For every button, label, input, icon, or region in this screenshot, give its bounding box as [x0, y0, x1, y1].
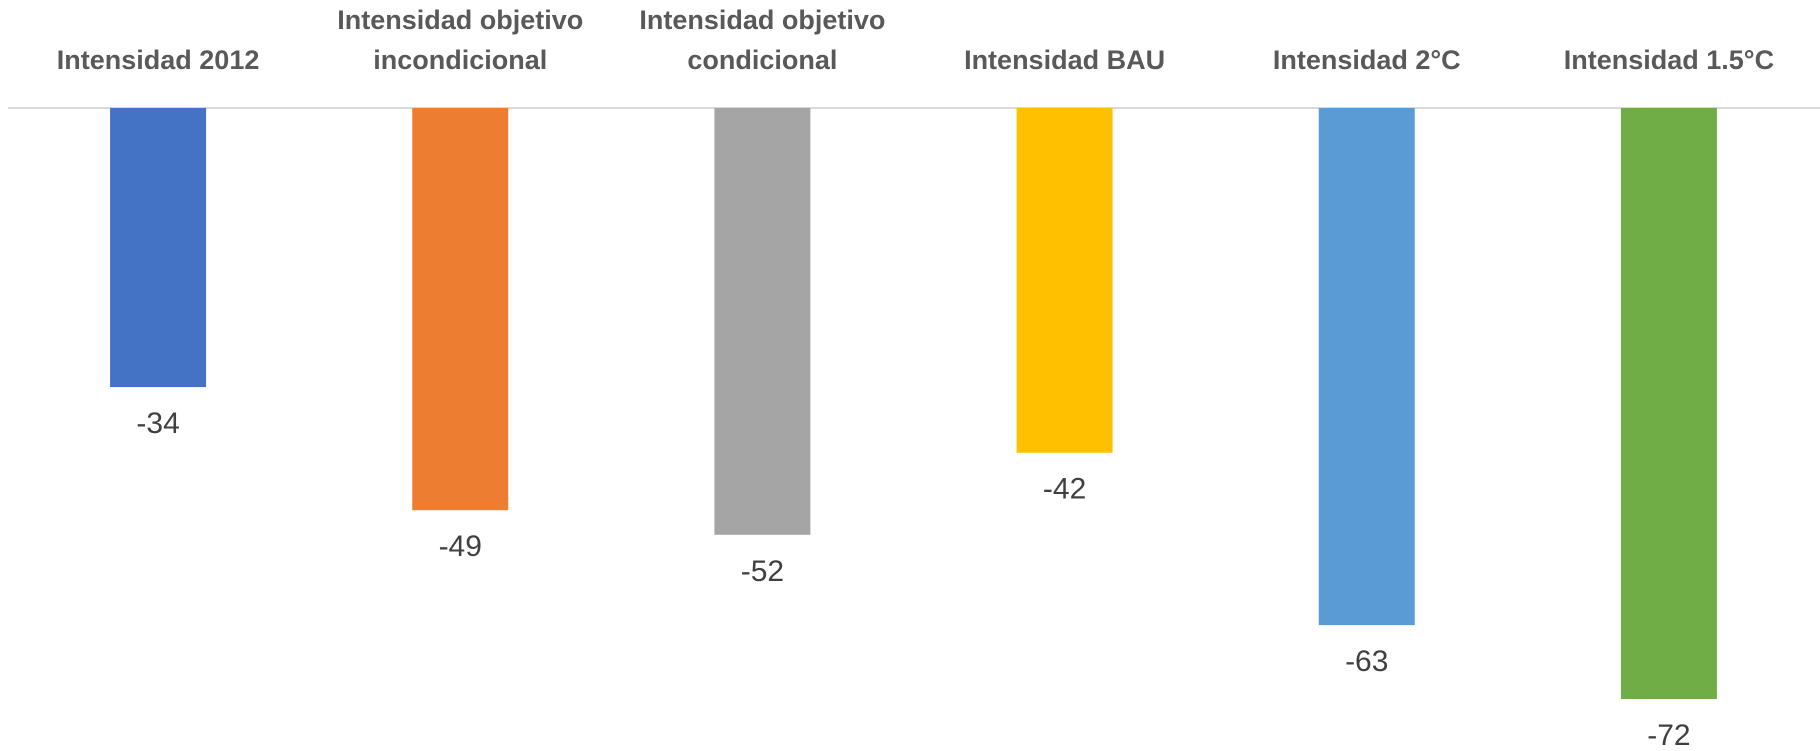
- category-label: Intensidad 2°C: [1272, 45, 1461, 75]
- bar: [1016, 108, 1113, 453]
- bar: [714, 108, 811, 535]
- value-label: -63: [1345, 645, 1388, 678]
- category-label: Intensidad objetivo condicional: [639, 5, 886, 75]
- value-label: -52: [741, 555, 784, 588]
- bar: [412, 108, 509, 511]
- bar: [1318, 108, 1415, 626]
- value-label: -42: [1043, 473, 1086, 506]
- value-label: -34: [136, 407, 179, 440]
- category-label: Intensidad 2012: [56, 45, 260, 75]
- value-label: -72: [1647, 719, 1690, 751]
- category-label: Intensidad objetivo incondicional: [337, 5, 584, 75]
- bar: [1620, 108, 1717, 699]
- bar: [110, 108, 207, 388]
- value-label: -49: [439, 530, 482, 563]
- category-label: Intensidad BAU: [964, 45, 1166, 75]
- category-label: Intensidad 1.5°C: [1563, 45, 1775, 75]
